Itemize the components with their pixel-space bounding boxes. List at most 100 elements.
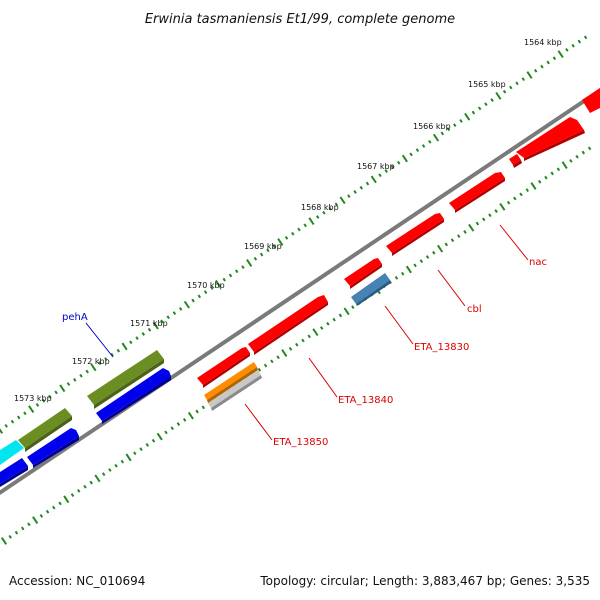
minor-tick <box>432 250 436 255</box>
minor-tick <box>490 98 494 102</box>
label-leaders <box>85 224 529 441</box>
gene-block[interactable] <box>509 154 522 168</box>
gene-label-eta-13830[interactable]: ETA_13830 <box>414 342 469 353</box>
minor-tick <box>513 196 517 201</box>
minor-tick <box>575 154 579 159</box>
minor-tick <box>565 48 569 52</box>
minor-tick <box>315 215 320 219</box>
minor-tick <box>39 514 44 518</box>
map-title: Erwinia tasmaniensis Et1/99, complete ge… <box>145 12 455 27</box>
minor-tick <box>326 321 330 326</box>
major-tick <box>63 495 70 504</box>
accession-text: Accession: NC_010694 <box>9 574 146 588</box>
gene-eta-13830-rev[interactable] <box>351 273 391 306</box>
gene-blue-1[interactable] <box>96 368 171 424</box>
gene-eta-13840[interactable] <box>248 295 328 355</box>
minor-tick <box>151 438 156 443</box>
gene-eta-13850-orange[interactable] <box>204 362 258 403</box>
minor-tick <box>16 415 21 420</box>
minor-tick <box>365 181 370 186</box>
minor-tick <box>266 248 270 253</box>
gene-nac[interactable] <box>516 117 585 161</box>
minor-tick <box>166 315 170 320</box>
tick-label: 1573 kbp <box>14 394 52 403</box>
minor-tick <box>484 102 488 107</box>
gene-blue-3[interactable] <box>0 458 28 487</box>
minor-tick <box>241 265 245 269</box>
minor-tick <box>421 144 426 148</box>
gene-label-cbl[interactable]: cbl <box>467 304 482 315</box>
minor-tick <box>544 175 548 180</box>
major-tick <box>183 300 190 309</box>
minor-tick <box>581 150 586 155</box>
minor-tick <box>509 85 513 90</box>
minor-tick <box>457 234 461 238</box>
minor-tick <box>284 235 289 240</box>
minor-tick <box>135 336 139 340</box>
major-tick <box>557 50 564 58</box>
gene-olive-2[interactable] <box>18 408 72 452</box>
minor-tick <box>101 472 106 477</box>
minor-tick <box>108 468 112 472</box>
gene-eta-13830-small[interactable] <box>344 258 382 289</box>
minor-tick <box>400 271 405 276</box>
major-tick <box>90 363 97 372</box>
minor-tick <box>334 202 339 207</box>
gene-label-nac[interactable]: nac <box>529 257 547 268</box>
gene-blue-2[interactable] <box>27 428 79 468</box>
minor-tick <box>521 77 526 82</box>
gene-label-peha[interactable]: pehA <box>62 312 88 323</box>
gene-peha[interactable] <box>87 350 164 409</box>
minor-tick <box>440 131 445 136</box>
gene-eta-13830-fwd[interactable] <box>386 213 444 256</box>
minor-tick <box>97 361 102 366</box>
minor-tick <box>191 298 195 303</box>
minor-tick <box>419 259 424 264</box>
minor-tick <box>160 319 164 324</box>
reverse-genes <box>204 273 391 411</box>
minor-tick <box>301 338 305 343</box>
major-tick <box>464 112 471 121</box>
minor-tick <box>471 110 476 115</box>
minor-tick <box>41 398 46 403</box>
gene-cbl[interactable] <box>449 172 505 213</box>
major-tick <box>468 223 475 232</box>
gene-eta-13850-fwd[interactable] <box>197 347 250 388</box>
gene-eta-13850-gray[interactable] <box>208 370 262 411</box>
major-tick <box>343 307 350 316</box>
minor-tick <box>141 332 146 336</box>
minor-tick <box>351 305 355 309</box>
minor-tick <box>89 480 93 485</box>
major-tick <box>370 175 377 184</box>
minor-tick <box>222 277 226 282</box>
minor-tick <box>66 382 71 386</box>
minor-tick <box>52 505 56 510</box>
minor-tick <box>10 419 15 424</box>
inner-tick-ruler <box>0 146 592 545</box>
gene-label-eta-13840[interactable]: ETA_13840 <box>338 395 393 406</box>
left-gene-cluster <box>0 350 171 487</box>
minor-tick <box>444 242 449 247</box>
minor-tick <box>394 275 399 280</box>
minor-tick <box>48 394 52 399</box>
minor-tick <box>288 346 293 351</box>
minor-tick <box>506 200 511 205</box>
major-tick <box>495 91 502 100</box>
minor-tick <box>450 238 455 243</box>
gene-block[interactable] <box>582 88 600 113</box>
major-tick <box>32 516 39 524</box>
major-tick <box>0 537 8 545</box>
minor-tick <box>35 403 40 407</box>
minor-tick <box>537 179 542 184</box>
genome-summary-text: Topology: circular; Length: 3,883,467 bp… <box>260 574 590 588</box>
minor-tick <box>477 106 482 111</box>
major-tick <box>530 182 537 190</box>
minor-tick <box>295 342 299 347</box>
minor-tick <box>307 334 311 339</box>
major-tick <box>156 432 163 441</box>
major-tick <box>401 154 408 163</box>
minor-tick <box>120 459 125 464</box>
gene-cyan[interactable] <box>0 440 24 465</box>
major-tick <box>246 259 253 267</box>
gene-label-eta-13850[interactable]: ETA_13850 <box>273 437 328 448</box>
